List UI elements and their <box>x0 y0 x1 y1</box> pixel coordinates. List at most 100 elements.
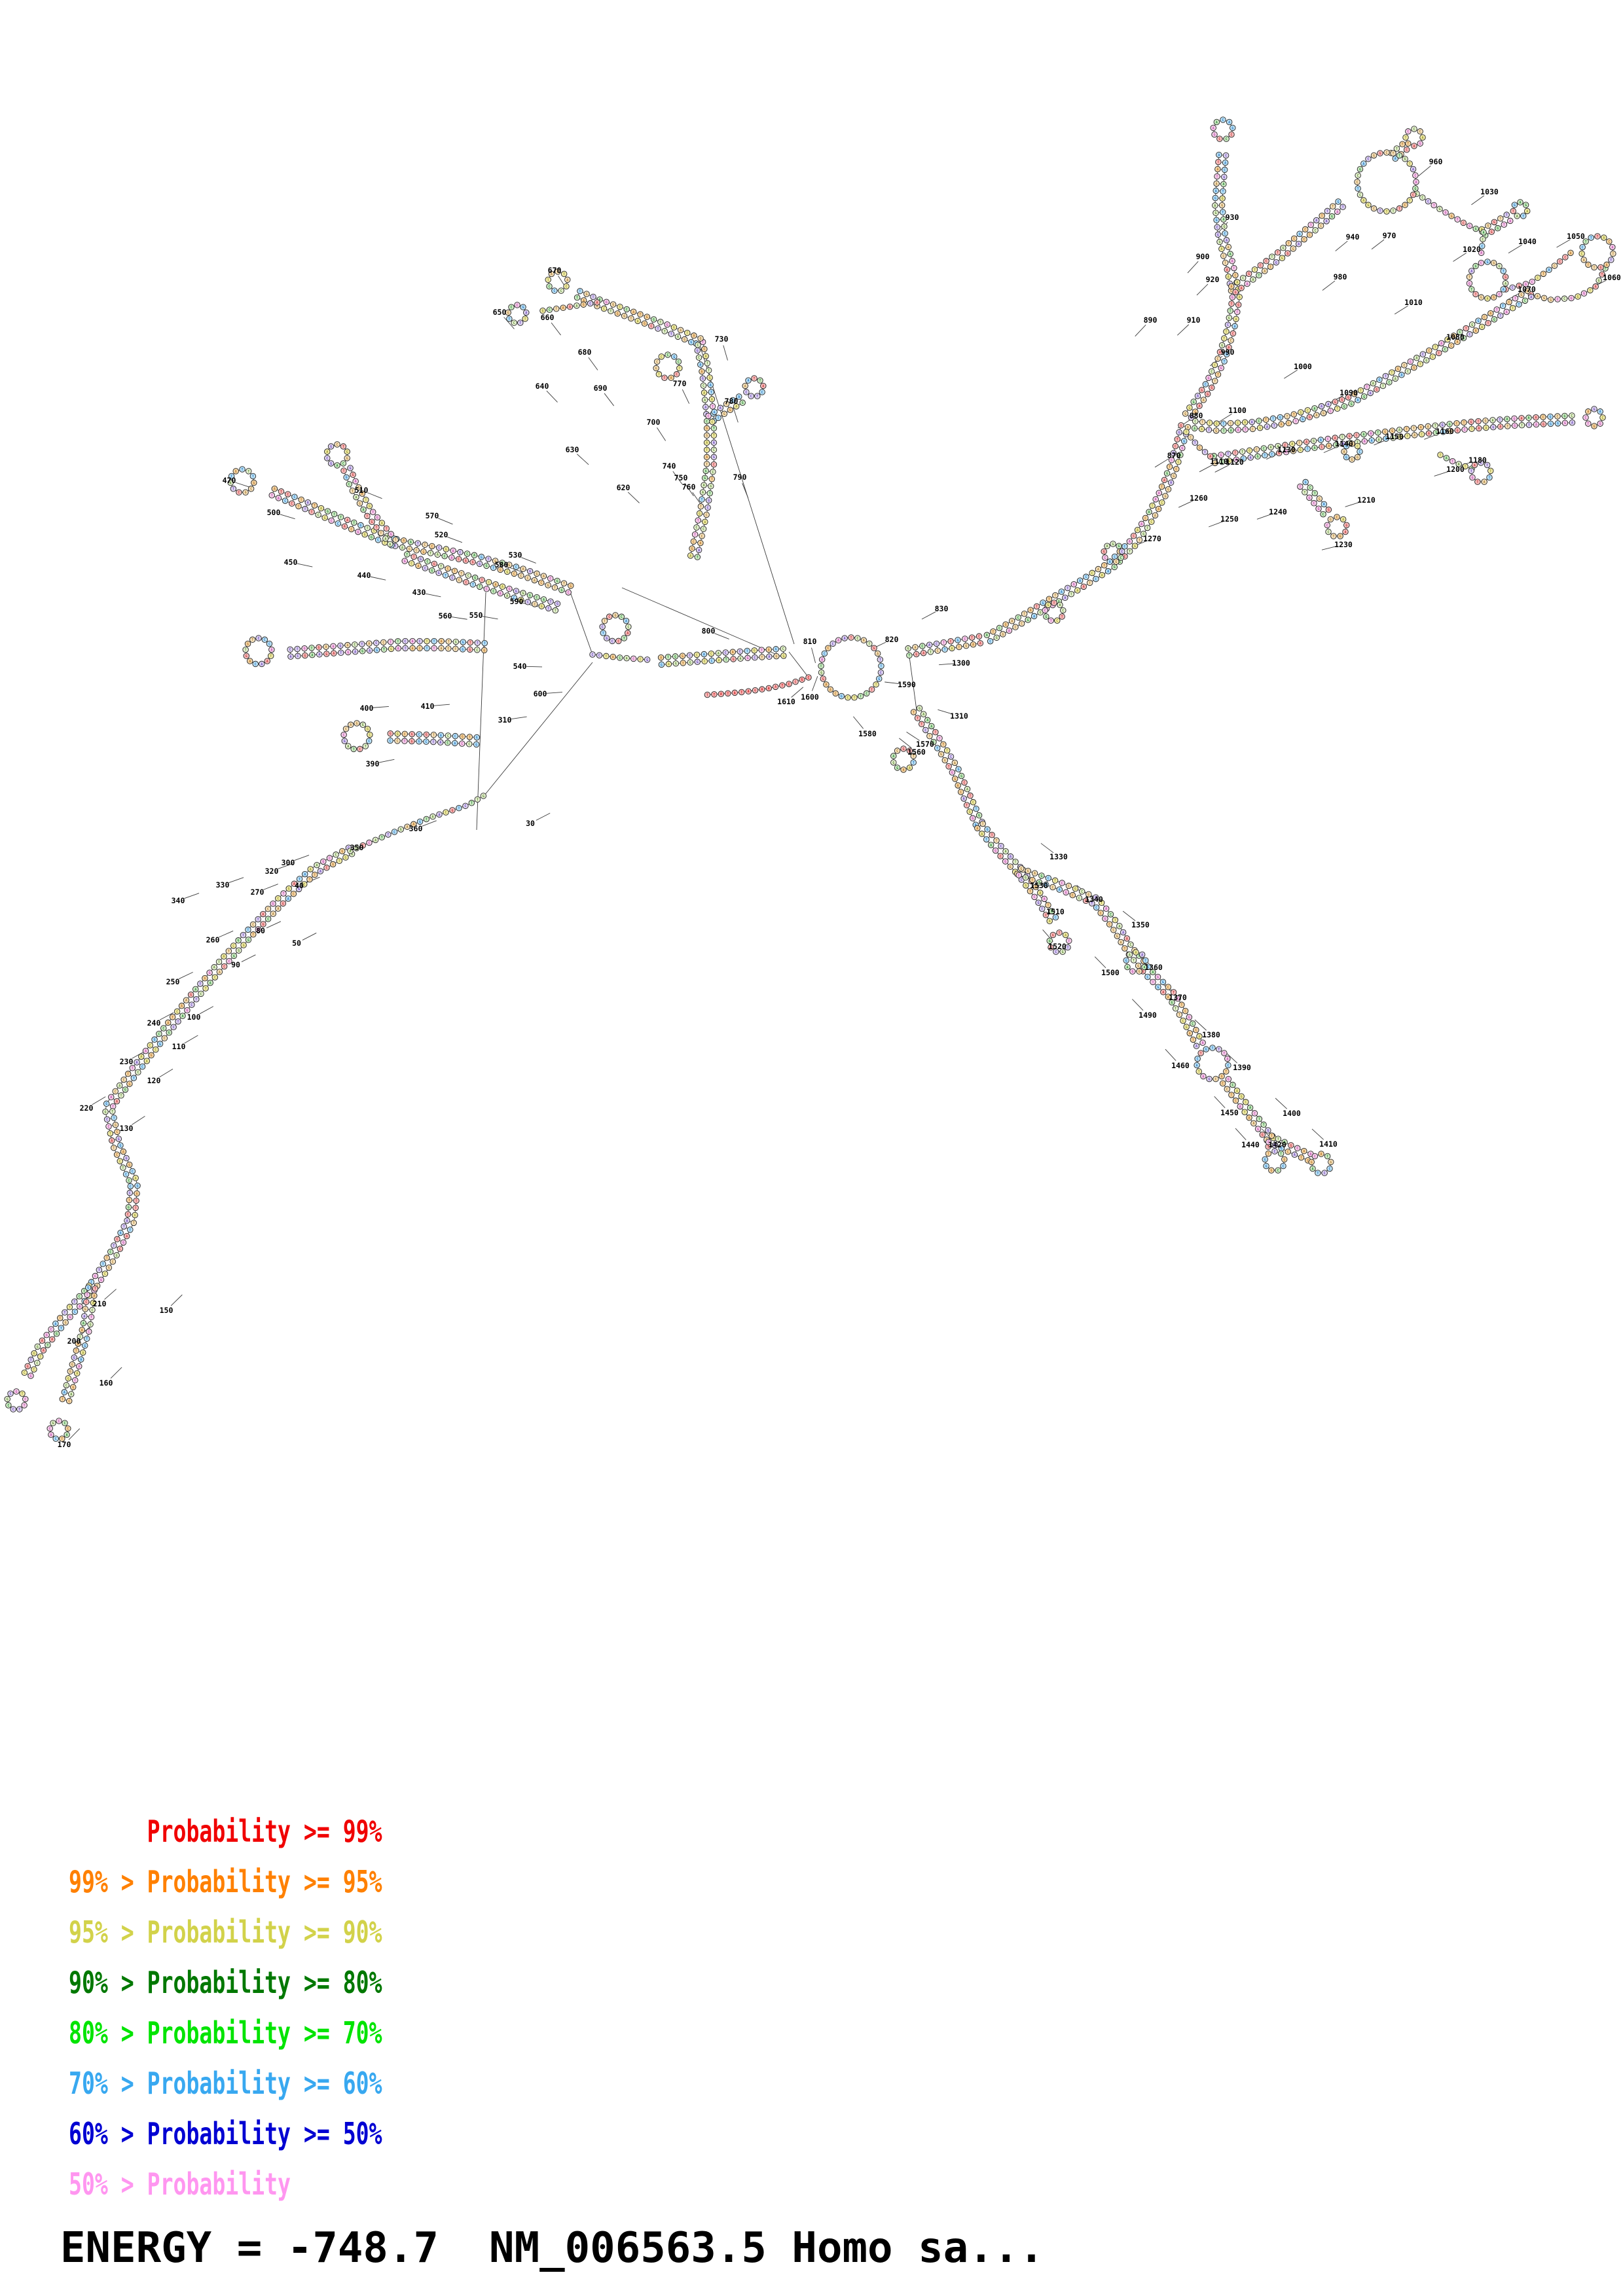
position-label: 1070 <box>1518 285 1536 294</box>
svg-text:T: T <box>352 490 354 493</box>
svg-text:C: C <box>936 642 938 646</box>
svg-text:T: T <box>1225 330 1227 334</box>
svg-text:A: A <box>1226 268 1228 272</box>
svg-text:C: C <box>125 1173 127 1177</box>
svg-text:C: C <box>284 499 286 503</box>
position-label: 600 <box>534 689 547 698</box>
svg-text:C: C <box>1161 501 1163 505</box>
svg-text:G: G <box>122 1241 124 1245</box>
svg-text:G: G <box>433 562 435 566</box>
svg-text:G: G <box>515 590 517 594</box>
svg-text:C: C <box>1237 422 1239 425</box>
svg-text:T: T <box>113 1147 115 1151</box>
svg-text:C: C <box>707 506 709 510</box>
svg-text:C: C <box>698 356 700 360</box>
svg-text:A: A <box>64 1391 65 1395</box>
svg-text:T: T <box>460 572 462 576</box>
position-label: 1090 <box>1340 388 1358 397</box>
svg-text:G: G <box>1104 917 1106 921</box>
position-label: 330 <box>216 880 230 889</box>
svg-text:T: T <box>712 405 714 409</box>
svg-text:T: T <box>280 490 282 494</box>
svg-text:C: C <box>1226 1088 1228 1092</box>
svg-text:T: T <box>308 878 310 882</box>
svg-text:T: T <box>1402 143 1404 147</box>
svg-text:A: A <box>219 971 221 975</box>
svg-text:G: G <box>1137 964 1139 968</box>
svg-text:C: C <box>1091 571 1093 575</box>
svg-text:G: G <box>1438 207 1440 211</box>
svg-text:A: A <box>1266 425 1268 429</box>
svg-text:T: T <box>1518 303 1520 307</box>
svg-text:G: G <box>483 649 485 653</box>
position-label: 540 <box>513 662 527 671</box>
svg-text:G: G <box>418 740 420 744</box>
svg-text:T: T <box>781 684 783 688</box>
svg-text:G: G <box>84 1308 86 1312</box>
svg-text:G: G <box>1338 200 1340 204</box>
svg-text:G: G <box>1598 279 1600 283</box>
svg-text:G: G <box>1292 247 1294 251</box>
position-label: 320 <box>265 867 279 876</box>
svg-text:A: A <box>714 410 716 414</box>
svg-text:T: T <box>375 526 377 530</box>
svg-text:C: C <box>1048 877 1049 881</box>
svg-text:C: C <box>1224 168 1226 172</box>
svg-text:A: A <box>355 495 357 499</box>
svg-text:A: A <box>1336 210 1338 214</box>
svg-text:C: C <box>377 539 379 543</box>
svg-text:C: C <box>1557 298 1559 302</box>
svg-text:G: G <box>71 1363 73 1367</box>
svg-text:A: A <box>720 692 722 696</box>
svg-text:G: G <box>646 315 648 319</box>
svg-text:T: T <box>129 1229 131 1232</box>
svg-text:G: G <box>100 1278 102 1282</box>
svg-text:G: G <box>409 547 410 551</box>
svg-text:A: A <box>1249 1106 1251 1110</box>
svg-text:G: G <box>612 303 614 307</box>
svg-text:T: T <box>1146 526 1148 530</box>
svg-text:T: T <box>1230 302 1232 306</box>
position-label: 1200 <box>1446 465 1465 474</box>
svg-text:C: C <box>1195 1029 1197 1033</box>
svg-text:G: G <box>73 1356 75 1360</box>
svg-text:T: T <box>657 327 659 331</box>
svg-text:A: A <box>1101 574 1103 578</box>
svg-text:C: C <box>24 1371 26 1375</box>
svg-text:A: A <box>289 655 291 659</box>
svg-text:G: G <box>782 655 784 658</box>
svg-text:T: T <box>205 987 207 991</box>
svg-text:A: A <box>126 1219 128 1223</box>
svg-text:A: A <box>1548 268 1550 272</box>
svg-text:G: G <box>940 753 942 757</box>
svg-text:G: G <box>390 533 392 537</box>
svg-text:A: A <box>135 1177 137 1181</box>
svg-text:A: A <box>1064 596 1066 600</box>
svg-text:C: C <box>293 495 295 499</box>
svg-text:T: T <box>1589 289 1591 293</box>
position-label: 1310 <box>950 711 968 721</box>
svg-text:A: A <box>699 542 701 546</box>
svg-text:C: C <box>74 1310 76 1314</box>
svg-text:T: T <box>314 873 316 877</box>
svg-text:C: C <box>964 637 966 641</box>
svg-text:A: A <box>734 691 736 695</box>
svg-text:T: T <box>367 527 369 531</box>
svg-text:A: A <box>167 1021 169 1025</box>
svg-text:A: A <box>1008 629 1010 633</box>
svg-text:T: T <box>939 737 941 741</box>
svg-text:T: T <box>708 369 710 373</box>
svg-text:T: T <box>1054 594 1056 598</box>
svg-text:A: A <box>319 870 321 874</box>
svg-text:G: G <box>431 569 433 573</box>
svg-text:A: A <box>768 687 770 691</box>
svg-text:A: A <box>1033 615 1035 619</box>
svg-text:A: A <box>78 1365 80 1369</box>
position-label: 690 <box>594 384 608 393</box>
svg-text:A: A <box>1252 278 1254 282</box>
svg-text:G: G <box>87 1286 89 1290</box>
position-label: 510 <box>355 486 369 495</box>
position-label: 1160 <box>1436 427 1454 436</box>
svg-text:G: G <box>775 648 777 652</box>
svg-text:C: C <box>396 740 398 744</box>
